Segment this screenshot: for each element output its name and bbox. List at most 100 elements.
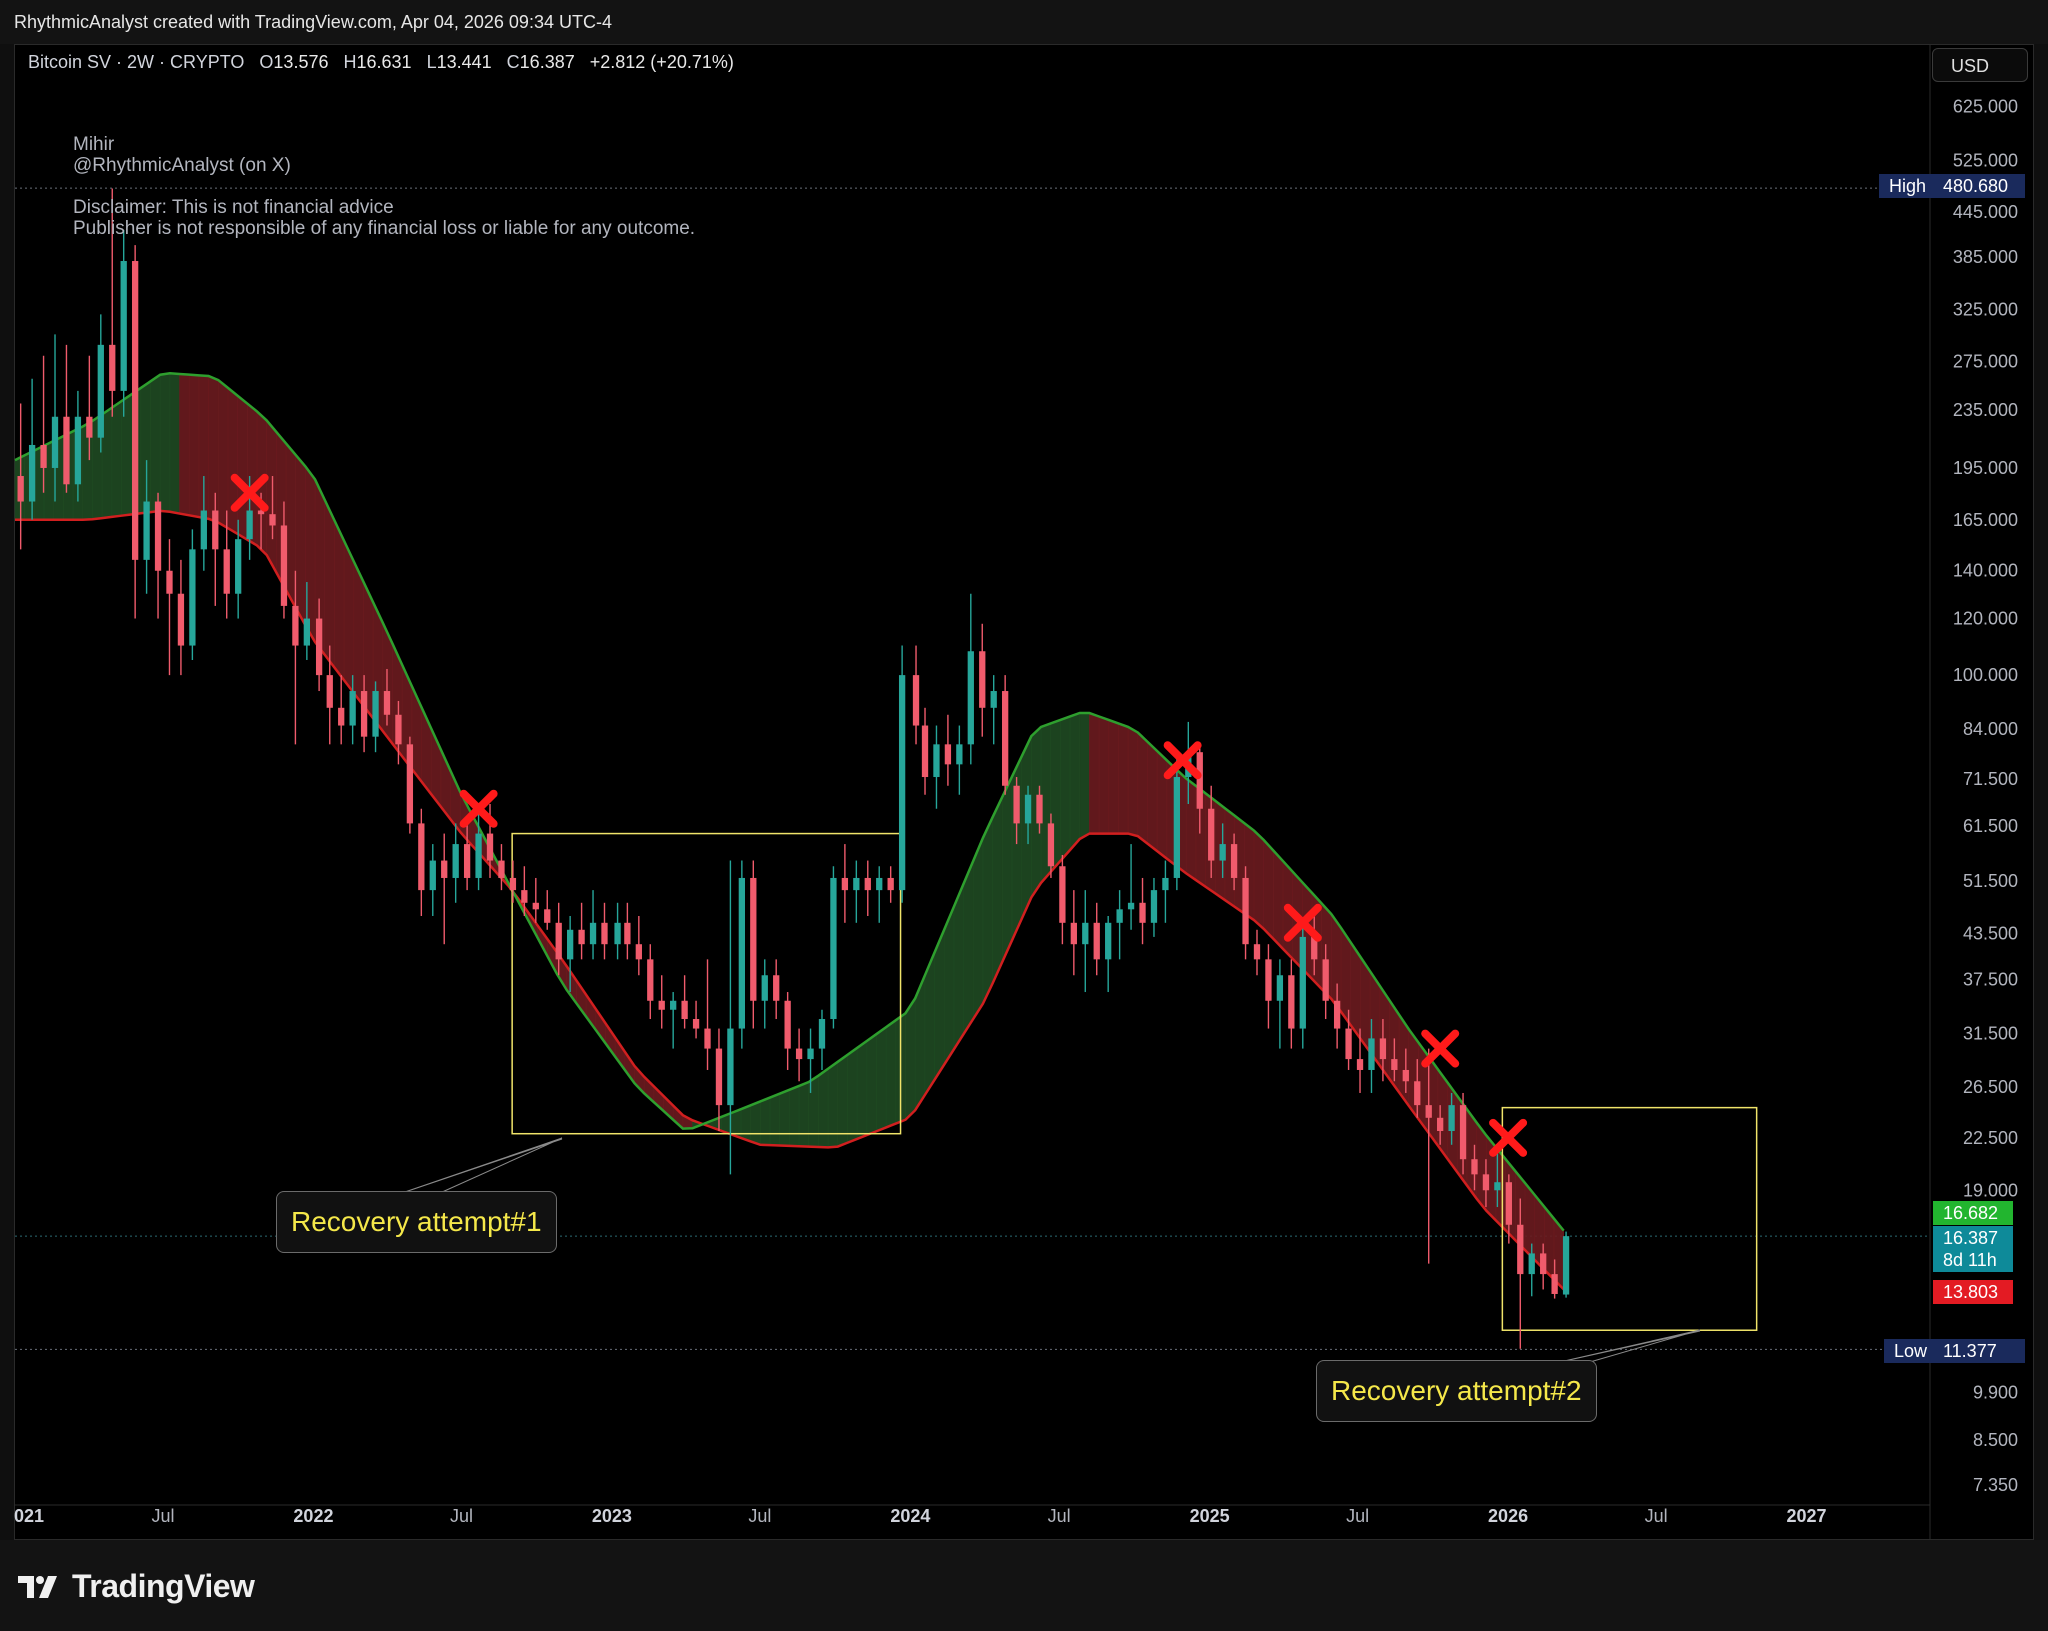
candle-body [86,416,93,438]
candle-down [912,645,920,745]
candle-down [1391,1038,1398,1082]
candle-body [532,902,539,910]
candle-body [784,1000,791,1049]
candle-up [566,915,574,993]
candle-up [120,229,127,417]
band-fill-segment [982,817,993,1004]
candle-down [784,992,791,1070]
time-tick-label: 2024 [890,1506,930,1526]
candle-body [1562,1236,1570,1295]
candle-up [589,890,597,960]
candle-body [830,877,837,1020]
candle-up [1082,890,1089,993]
band-fill-segment [1147,741,1158,852]
ohlc-legend: Bitcoin SV · 2W · CRYPTO O13.576 H16.631… [28,52,734,73]
symbol-name[interactable]: Bitcoin SV · 2W · CRYPTO [28,52,245,72]
candle-down [704,959,711,1070]
band-fill-segment [1263,839,1274,940]
time-tick-label: 2023 [592,1506,632,1526]
candle-body [1230,844,1238,878]
candle-up [200,476,207,571]
candle-up [614,902,621,960]
rejection-x-marker [1421,1029,1460,1068]
price-tick-label: 325.000 [1953,300,2018,320]
candle-body [1414,1081,1421,1106]
price-tick-label: 385.000 [1953,247,2018,267]
candle-body [1391,1059,1398,1070]
candle-body [40,444,47,468]
candle-body [235,539,242,594]
candle-body [715,1048,723,1106]
candle-up [1024,785,1032,845]
candle-body [601,922,608,945]
candle-body [1494,1182,1501,1191]
candle-down [979,623,986,737]
candle-up [475,808,482,891]
candle-body [1242,877,1249,945]
band-fill-segment [1340,926,1352,1027]
band-fill-segment [856,1040,868,1140]
time-tick-label: 2022 [293,1506,333,1526]
candle-body [566,929,574,960]
candle-body [704,1028,711,1049]
candle-body [1150,890,1158,923]
candle-up [143,460,150,594]
candle-up [933,725,940,809]
candle-down [555,902,562,976]
price-tick-label: 140.000 [1953,561,2018,581]
band-fill-segment [208,375,219,523]
candle-body [1368,1038,1375,1070]
candle-body [1173,777,1181,878]
candle-body [864,877,871,891]
candle-body [1505,1182,1512,1225]
candle-up [830,866,837,1029]
footer-bar [0,1540,2048,1631]
candle-body [200,510,207,550]
candle-body [956,744,963,765]
candle-down [635,915,642,976]
price-tick-label: 26.500 [1963,1077,2018,1097]
band-fill-segment [1098,716,1110,834]
candle-body [131,261,139,560]
band-fill-segment [188,374,200,518]
price-tick-label: 19.000 [1963,1180,2018,1200]
change-value: +2.812 (+20.71%) [589,52,734,72]
rejection-x-marker [1163,741,1202,780]
band-fill-segment [905,997,916,1121]
candle-body [990,691,997,708]
candle-body [795,1048,803,1060]
price-tick-label: 445.000 [1953,202,2018,222]
candle-down [509,860,517,903]
candle-up [303,582,311,660]
band-fill-segment [1079,712,1090,840]
band-fill-segment [963,860,974,1036]
candle-body [418,823,425,891]
band-fill-segment [837,1054,848,1148]
candle-up [429,844,436,916]
candle-body [1002,691,1009,786]
time-tick-label: Jul [1048,1506,1071,1526]
band-fill-segment [789,1085,800,1147]
time-tick-label: Jul [450,1506,473,1526]
currency-button[interactable]: USD [1932,48,2028,82]
candle-body [1013,785,1020,824]
candle-body [1127,902,1135,910]
candle-body [1253,944,1261,960]
candle-body [28,444,36,502]
candle-down [86,355,93,461]
candle-body [315,618,323,676]
candle-body [63,416,70,485]
band-fill-segment [227,387,238,535]
band-fill-segment [1069,712,1081,851]
price-tick-label: 43.500 [1963,923,2018,943]
candle-body [944,744,952,765]
candle-down [1013,777,1020,845]
marker-stroke [459,789,498,828]
candle-body [887,877,894,891]
candle-down [1425,1048,1432,1264]
price-tick-label: 275.000 [1953,351,2018,371]
tradingview-logo[interactable]: TradingView [18,1568,255,1605]
callout-pointer-1 [401,1137,563,1194]
upper-band-label: 16.682 [1933,1201,2013,1225]
